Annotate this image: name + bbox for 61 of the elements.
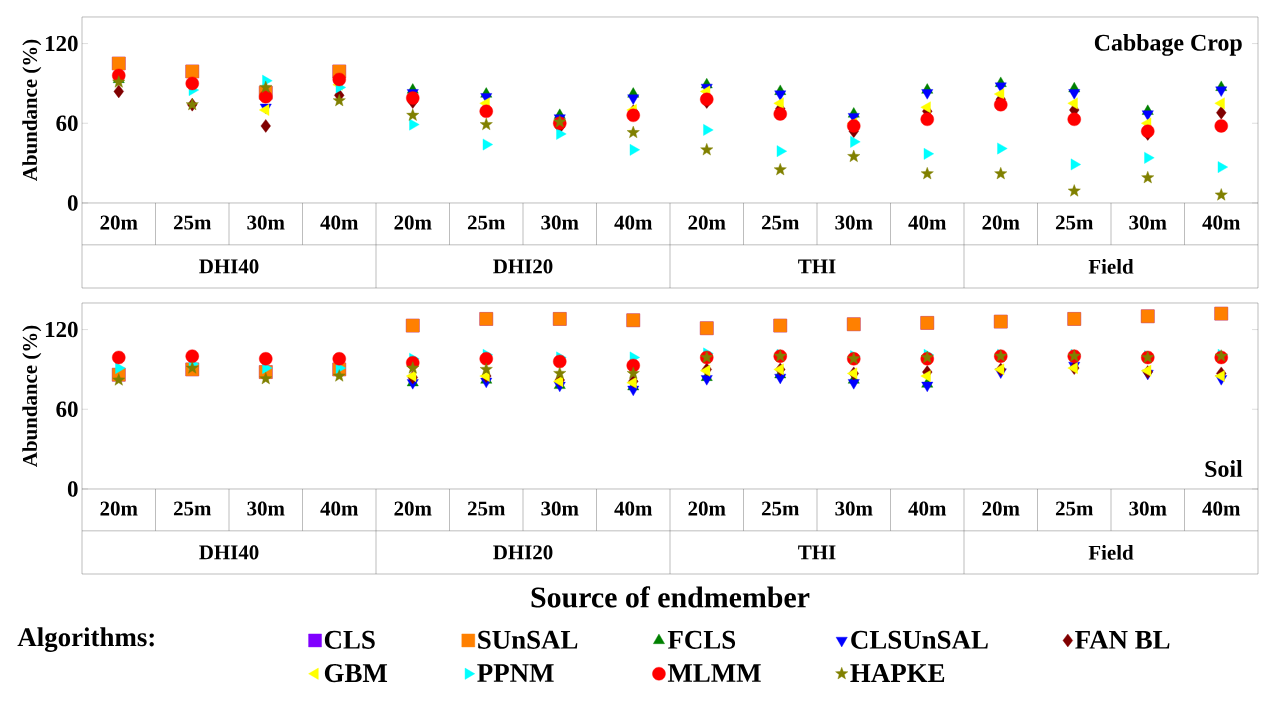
x-tick-label: 20m xyxy=(688,501,726,516)
legend-label: HAPKE xyxy=(850,664,945,682)
text: DHI40 xyxy=(199,545,259,560)
x-tick-label: 20m xyxy=(394,215,432,230)
y-axis-title: Abundance (%) xyxy=(22,325,42,467)
x-tick-label: 25m xyxy=(173,215,212,230)
x-tick-label: 40m xyxy=(908,215,947,230)
x-tick-label: 25m xyxy=(467,215,506,230)
y-tick-label: 120 xyxy=(45,35,78,52)
y-tick-label: 60 xyxy=(56,401,78,417)
text: THI xyxy=(798,259,836,274)
x-tick-label: 20m xyxy=(688,215,726,230)
text: THI xyxy=(798,545,836,560)
legend-label: GBM xyxy=(324,664,388,683)
x-tick-label: 25m xyxy=(761,501,800,516)
x-tick-label: 25m xyxy=(761,215,800,230)
x-tick-label: 20m xyxy=(394,501,432,516)
y-axis-title: Abundance (%) xyxy=(22,39,42,181)
y-tick-label: 0 xyxy=(67,481,78,497)
x-tick-label: 40m xyxy=(320,501,359,516)
x-tick-label: 30m xyxy=(247,501,285,516)
x-tick-label: 25m xyxy=(1055,501,1094,516)
x-tick-label: 40m xyxy=(1202,501,1241,516)
x-tick-label: 30m xyxy=(1129,501,1167,516)
text: DHI20 xyxy=(493,545,553,560)
x-tick-label: 30m xyxy=(541,215,579,230)
y-tick-label: 120 xyxy=(45,321,78,338)
x-tick-label: 20m xyxy=(100,215,138,230)
x-axis-title: Source of endmember xyxy=(531,586,810,608)
x-tick-label: 30m xyxy=(247,215,285,230)
legend-label: SUnSAL xyxy=(478,630,578,649)
legend-label: PPNM xyxy=(477,664,554,682)
x-tick-label: 40m xyxy=(908,501,947,516)
text: DHI20 xyxy=(493,259,553,274)
x-tick-label: 30m xyxy=(541,501,579,516)
x-tick-label: 40m xyxy=(614,215,653,230)
x-tick-label: 20m xyxy=(982,215,1020,230)
text: Cabbage Crop xyxy=(1094,33,1242,56)
x-tick-label: 20m xyxy=(982,501,1020,516)
x-tick-label: 40m xyxy=(320,215,359,230)
legend-label: CLSUnSAL xyxy=(851,630,988,649)
legend-label: FAN BL xyxy=(1075,630,1170,649)
legend-label: MLMM xyxy=(667,664,761,682)
x-tick-label: 20m xyxy=(100,501,138,516)
x-tick-label: 40m xyxy=(614,501,653,516)
x-tick-label: 25m xyxy=(173,501,212,516)
x-tick-label: 30m xyxy=(835,501,873,516)
text: Field xyxy=(1088,545,1134,560)
x-tick-label: 40m xyxy=(1202,215,1241,230)
x-tick-label: 30m xyxy=(1129,215,1167,230)
x-tick-label: 30m xyxy=(835,215,873,230)
y-tick-label: 60 xyxy=(56,115,78,131)
x-tick-label: 25m xyxy=(1055,215,1094,230)
legend-label: FCLS xyxy=(667,630,736,649)
legend-label: CLS xyxy=(324,630,375,649)
legend-title: Algorithms: xyxy=(17,627,154,652)
text: Soil xyxy=(1205,460,1243,477)
y-tick-label: 0 xyxy=(67,195,78,211)
text: Field xyxy=(1088,259,1134,274)
text: DHI40 xyxy=(199,259,259,274)
x-tick-label: 25m xyxy=(467,501,506,516)
